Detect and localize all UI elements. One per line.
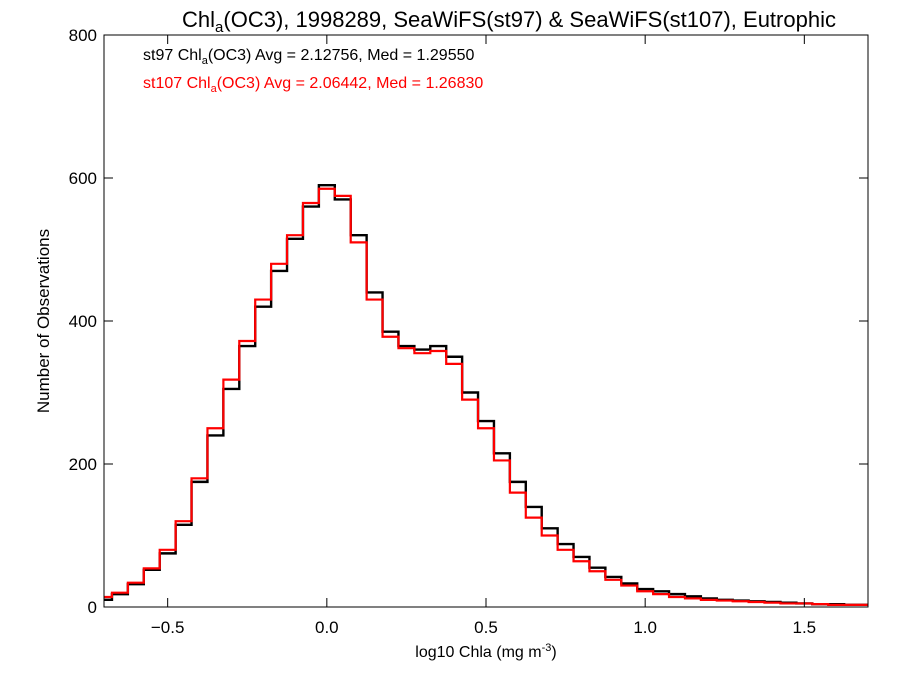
annotation-series-1-post: (OC3) Avg = 2.12756, Med = 1.29550 bbox=[208, 47, 475, 64]
y-tick-label: 200 bbox=[69, 455, 97, 474]
annotation-series-1-sub: a bbox=[202, 55, 209, 67]
y-tick-label: 0 bbox=[88, 598, 97, 617]
chart-title-post: (OC3), 1998289, SeaWiFS(st97) & SeaWiFS(… bbox=[223, 7, 836, 32]
annotation-series-2: st107 Chla(OC3) Avg = 2.06442, Med = 1.2… bbox=[143, 75, 483, 95]
annotation-series-2-pre: st107 Chl bbox=[143, 75, 211, 92]
annotation-series-2-post: (OC3) Avg = 2.06442, Med = 1.26830 bbox=[217, 75, 484, 92]
chart-title: Chla(OC3), 1998289, SeaWiFS(st97) & SeaW… bbox=[182, 7, 836, 36]
chart-title-sub: a bbox=[215, 19, 224, 36]
plot-frame bbox=[103, 34, 869, 608]
chart-title-pre: Chl bbox=[182, 7, 215, 32]
y-tick-label: 600 bbox=[69, 169, 97, 188]
annotation-series-1-pre: st97 Chl bbox=[143, 47, 202, 64]
annotation-series-1: st97 Chla(OC3) Avg = 2.12756, Med = 1.29… bbox=[143, 47, 474, 67]
y-axis-label: Number of Observations bbox=[34, 229, 53, 413]
y-tick-label: 400 bbox=[69, 312, 97, 331]
x-tick-label: 0.0 bbox=[315, 618, 339, 637]
x-tick-label: 1.5 bbox=[793, 618, 817, 637]
series-line-2 bbox=[104, 187, 868, 606]
x-tick-label: 1.0 bbox=[633, 618, 657, 637]
x-axis-label: log10 Chla (mg m-3) bbox=[415, 642, 556, 661]
x-tick-label: −0.5 bbox=[151, 618, 185, 637]
x-tick-label: 0.5 bbox=[474, 618, 498, 637]
y-tick-label: 800 bbox=[69, 26, 97, 45]
x-axis-label-sup: -3 bbox=[542, 642, 552, 654]
series-layer bbox=[104, 183, 868, 607]
series-line-1 bbox=[104, 183, 868, 607]
annotation-series-2-sub: a bbox=[211, 83, 218, 95]
axis-layer: −0.5 0.0 0.5 1.0 1.5 0 200 400 600 800 bbox=[69, 26, 868, 637]
x-axis-label-pre: log10 Chla (mg m bbox=[415, 644, 541, 661]
x-axis-label-post: ) bbox=[551, 644, 556, 661]
